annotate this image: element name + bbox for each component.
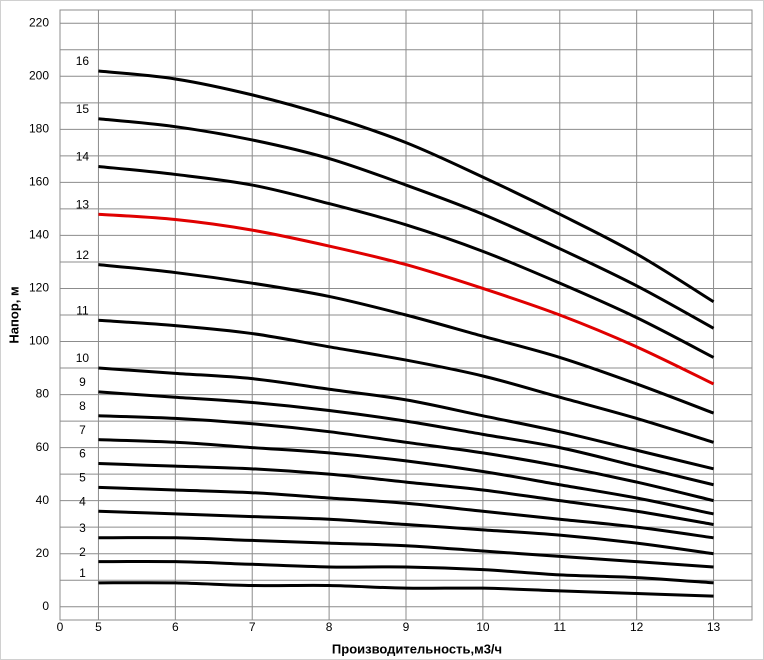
y-tick-label: 200 bbox=[29, 68, 49, 82]
y-tick-label: 180 bbox=[29, 122, 49, 136]
series-label: 3 bbox=[79, 521, 86, 535]
x-tick-label: 13 bbox=[707, 620, 721, 634]
series-line bbox=[98, 581, 714, 598]
x-axis-title: Производительность,м3/ч bbox=[332, 641, 502, 656]
x-tick-label: 0 bbox=[57, 620, 64, 634]
series-label: 5 bbox=[79, 471, 86, 485]
y-tick-label: 160 bbox=[29, 175, 49, 189]
series-line bbox=[98, 509, 714, 556]
series-line bbox=[98, 462, 714, 527]
series-line bbox=[98, 536, 714, 569]
series-line bbox=[98, 318, 715, 444]
series-line bbox=[98, 366, 714, 471]
series-line bbox=[98, 438, 714, 516]
y-tick-label: 80 bbox=[36, 387, 50, 401]
series-label: 8 bbox=[79, 399, 86, 413]
y-tick-label: 120 bbox=[29, 281, 49, 295]
series-line bbox=[98, 69, 715, 304]
series-line bbox=[98, 390, 714, 487]
series-label: 1 bbox=[79, 566, 86, 580]
x-tick-label: 6 bbox=[172, 620, 179, 634]
x-tick-label: 7 bbox=[249, 620, 256, 634]
series-label: 6 bbox=[79, 447, 86, 461]
y-tick-label: 220 bbox=[29, 15, 49, 29]
y-tick-label: 100 bbox=[29, 334, 49, 348]
series-label: 12 bbox=[76, 248, 90, 262]
series-label: 7 bbox=[79, 423, 86, 437]
x-tick-label: 11 bbox=[554, 620, 567, 634]
series-line bbox=[98, 263, 715, 415]
series-line bbox=[98, 117, 715, 330]
x-tick-label: 9 bbox=[403, 620, 410, 634]
series-line bbox=[98, 164, 715, 359]
series-line bbox=[98, 212, 715, 386]
y-tick-label: 20 bbox=[36, 546, 50, 560]
series-line bbox=[98, 559, 714, 585]
y-tick-label: 60 bbox=[36, 440, 50, 454]
x-tick-label: 10 bbox=[476, 620, 490, 634]
series-label: 14 bbox=[76, 150, 90, 164]
series-line bbox=[98, 485, 714, 540]
series-label: 15 bbox=[76, 102, 90, 116]
series-label: 10 bbox=[76, 351, 90, 365]
plot-frame bbox=[59, 9, 753, 621]
series-label: 4 bbox=[79, 494, 86, 508]
x-tick-label: 12 bbox=[630, 620, 644, 634]
y-tick-label: 40 bbox=[36, 493, 50, 507]
series-label: 2 bbox=[79, 545, 86, 559]
x-tick-label: 8 bbox=[326, 620, 333, 634]
x-tick-label: 5 bbox=[95, 620, 102, 634]
series-label: 9 bbox=[79, 375, 86, 389]
series-label: 16 bbox=[76, 54, 90, 68]
series-label: 13 bbox=[76, 197, 90, 211]
lines bbox=[98, 69, 715, 598]
series-label: 11 bbox=[76, 303, 89, 317]
y-tick-label: 140 bbox=[29, 228, 49, 242]
series-line bbox=[98, 414, 714, 503]
y-axis-title: Напор, м bbox=[6, 286, 21, 343]
grid bbox=[59, 10, 752, 620]
y-tick-label: 0 bbox=[42, 599, 49, 613]
